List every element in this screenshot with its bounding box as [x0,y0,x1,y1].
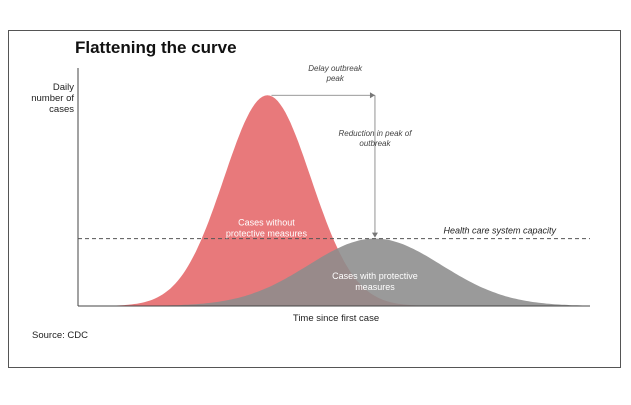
capacity-label: Health care system capacity [443,226,556,236]
reduction-arrow-head [371,232,378,238]
series-label-with-measures: Cases with protective measures [332,271,418,292]
series-label-without-measures: Cases without protective measures [226,217,308,238]
annotation-delay-peak: Delay outbreak peak [308,64,363,83]
series-area-2 [78,238,590,306]
y-axis-label: Daily number of cases [31,82,74,115]
annotation-reduction-peak: Reduction in peak of outbreak [338,129,412,148]
source-note: Source: CDC [32,330,88,341]
delay-arrow-head [369,92,375,99]
x-axis-label: Time since first case [293,313,379,324]
series-area-1 [78,95,590,306]
chart-title: Flattening the curve [75,38,237,57]
